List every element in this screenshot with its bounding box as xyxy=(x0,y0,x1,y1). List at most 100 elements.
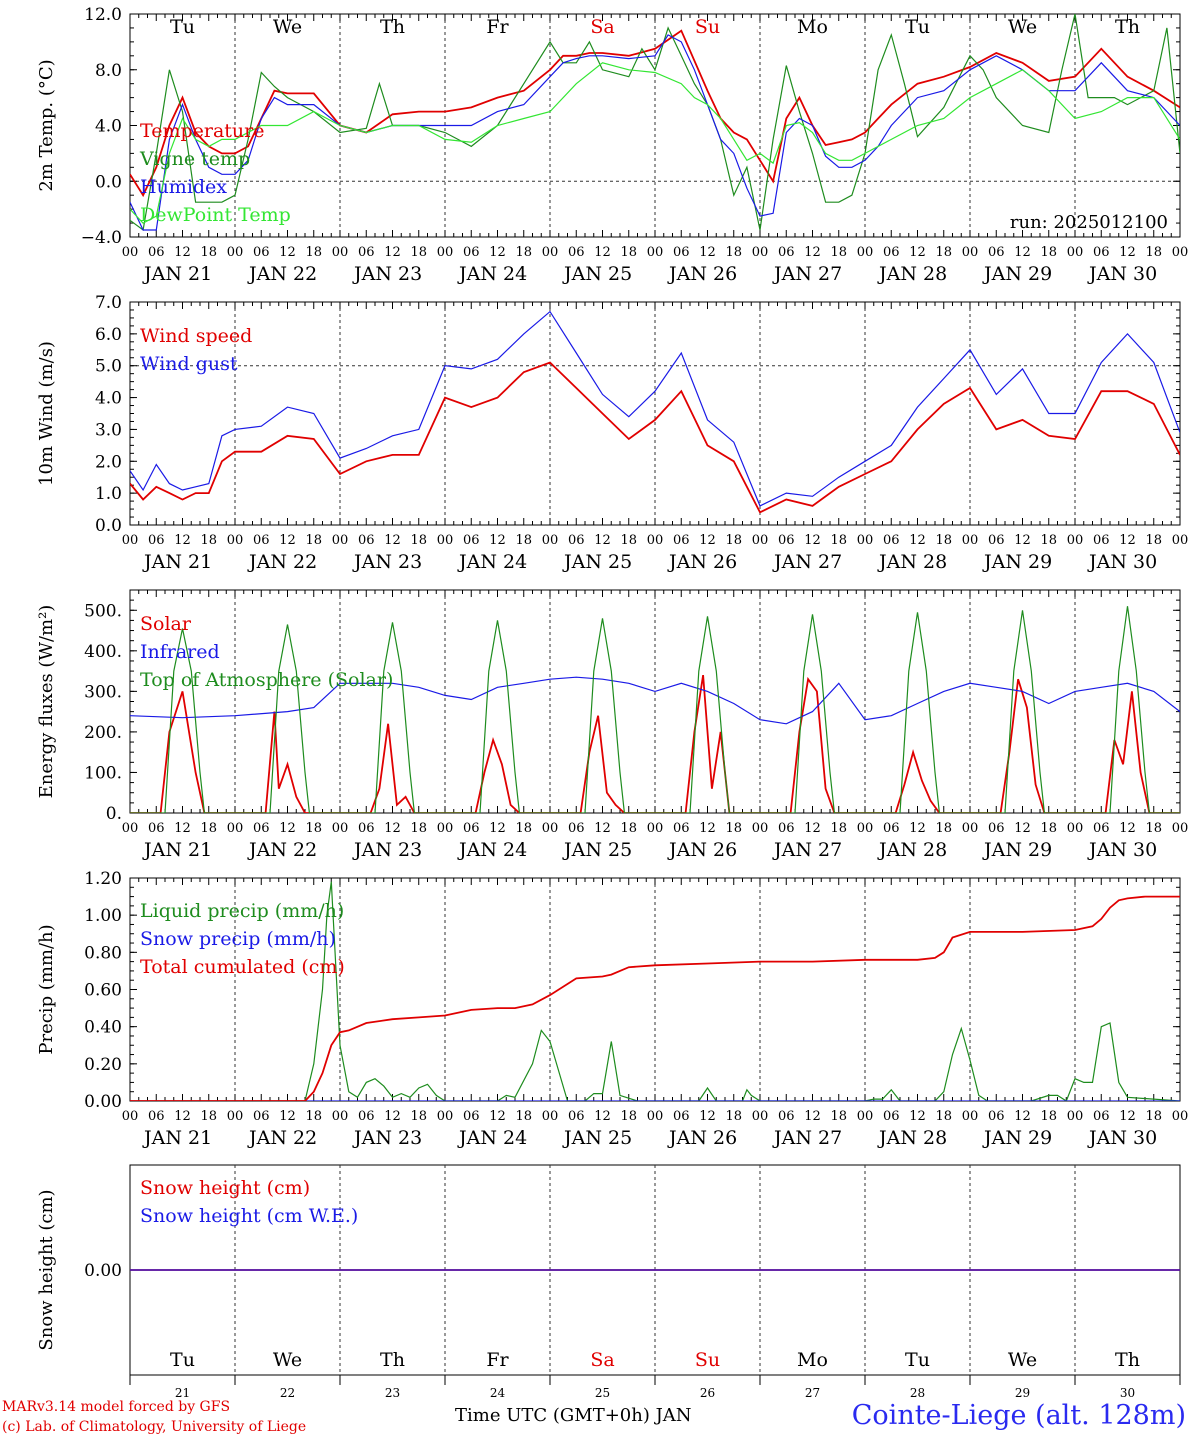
y-axis-label: 10m Wind (m/s) xyxy=(36,341,57,486)
hour-tick-label: 06 xyxy=(673,533,690,548)
hour-tick-label: 06 xyxy=(778,821,795,836)
hour-tick-label: 06 xyxy=(463,1109,480,1124)
hour-tick-label: 12 xyxy=(909,533,926,548)
hour-tick-label: 06 xyxy=(1093,245,1110,260)
hour-tick-label: 00 xyxy=(1067,245,1084,260)
date-label: JAN 25 xyxy=(562,263,632,285)
hour-tick-label: 06 xyxy=(673,245,690,260)
hour-tick-label: 00 xyxy=(857,1109,874,1124)
y-axis-label: Snow height (cm) xyxy=(36,1189,57,1350)
hour-tick-label: 18 xyxy=(1145,533,1162,548)
hour-tick-label: 00 xyxy=(542,245,559,260)
panel-2: 0.0 1.0 2.0 3.0 4.0 5.0 6.0 7.0 10m Wind (m/s) Wi… xyxy=(36,293,1188,573)
hour-tick-label: 18 xyxy=(620,245,637,260)
credit-lab: (c) Lab. of Climatology, University of L… xyxy=(2,1419,307,1435)
hour-tick-label: 18 xyxy=(935,821,952,836)
day-number-label: 21 xyxy=(175,1386,190,1400)
day-number-label: 26 xyxy=(700,1386,715,1400)
hour-tick-label: 00 xyxy=(437,1109,454,1124)
hour-tick-label: 12 xyxy=(174,245,191,260)
hour-tick-label: 06 xyxy=(253,821,270,836)
hour-tick-label: 18 xyxy=(305,1109,322,1124)
day-number-label: 27 xyxy=(805,1386,820,1400)
y-tick-label: 0.0 xyxy=(95,516,122,536)
plot-frame xyxy=(129,301,1181,526)
weekday-label: Tu xyxy=(170,16,195,38)
hour-tick-label: 06 xyxy=(463,821,480,836)
y-tick-label: 1.00 xyxy=(84,906,122,926)
y-tick-label: 0.00 xyxy=(84,1092,122,1112)
hour-tick-label: 06 xyxy=(253,1109,270,1124)
x-axis-caption: Time UTC (GMT+0h) JAN xyxy=(455,1405,692,1426)
y-axis-label: 2m Temp. (°C) xyxy=(36,59,57,191)
hour-tick-label: 06 xyxy=(358,533,375,548)
weekday-label: Tu xyxy=(905,1349,930,1371)
legend-entry: Liquid precip (mm/h) xyxy=(140,900,344,922)
hour-tick-label: 06 xyxy=(358,1109,375,1124)
hour-tick-label: 18 xyxy=(725,1109,742,1124)
hour-tick-label: 06 xyxy=(568,533,585,548)
legend-entry: Top of Atmosphere (Solar) xyxy=(140,669,393,691)
y-tick-label: 0.00 xyxy=(84,1261,122,1281)
y-tick-label: 100. xyxy=(84,763,122,783)
hour-tick-label: 18 xyxy=(1040,245,1057,260)
hour-tick-label: 12 xyxy=(909,245,926,260)
panel-4: 0.00 0.20 0.40 0.60 0.80 1.00 1.20 Precip (mm/h… xyxy=(36,869,1188,1149)
day-number-label: 24 xyxy=(490,1386,506,1400)
hour-tick-label: 12 xyxy=(909,821,926,836)
hour-tick-label: 12 xyxy=(279,245,296,260)
date-label: JAN 28 xyxy=(877,1127,947,1149)
hour-tick-label: 00 xyxy=(542,1109,559,1124)
hour-tick-label: 06 xyxy=(988,533,1005,548)
hour-tick-label: 18 xyxy=(935,1109,952,1124)
date-label: JAN 29 xyxy=(982,551,1052,573)
hour-tick-label: 18 xyxy=(620,1109,637,1124)
legend-entry: Wind speed xyxy=(140,325,252,347)
y-tick-label: 8.0 xyxy=(95,61,122,81)
y-tick-label: 7.0 xyxy=(95,293,122,313)
hour-tick-label: 00 xyxy=(437,245,454,260)
series-line-1-2 xyxy=(130,14,1180,232)
y-tick-label: 2.0 xyxy=(95,452,122,472)
date-label: JAN 27 xyxy=(772,551,842,573)
hour-tick-label: 06 xyxy=(988,821,1005,836)
hour-tick-label: 06 xyxy=(253,245,270,260)
weekday-label: Fr xyxy=(486,1349,509,1371)
hour-tick-label: 18 xyxy=(200,821,217,836)
y-tick-label: 3.0 xyxy=(95,420,122,440)
date-label: JAN 26 xyxy=(667,263,737,285)
y-axis-label: Energy fluxes (W/m²) xyxy=(36,605,57,799)
weekday-label: We xyxy=(273,1349,302,1371)
hour-tick-label: 18 xyxy=(410,245,427,260)
hour-tick-label: 06 xyxy=(463,245,480,260)
hour-tick-label: 12 xyxy=(489,533,506,548)
hour-tick-label: 18 xyxy=(620,821,637,836)
hour-tick-label: 06 xyxy=(673,821,690,836)
y-axis-label: Precip (mm/h) xyxy=(36,924,57,1054)
date-label: JAN 24 xyxy=(457,1127,527,1149)
weekday-label: Mo xyxy=(797,16,828,38)
date-label: JAN 24 xyxy=(457,839,527,861)
series-line-1-1 xyxy=(130,29,1180,198)
hour-tick-label: 06 xyxy=(568,245,585,260)
hour-tick-label: 12 xyxy=(699,533,716,548)
hour-tick-label: 12 xyxy=(1014,821,1031,836)
hour-tick-label: 00 xyxy=(227,821,244,836)
hour-tick-label: 00 xyxy=(1067,1109,1084,1124)
hour-tick-label: 00 xyxy=(227,245,244,260)
hour-tick-label: 00 xyxy=(647,821,664,836)
hour-tick-label: 06 xyxy=(778,245,795,260)
legend-entry: Solar xyxy=(140,613,192,635)
hour-tick-label: 12 xyxy=(699,245,716,260)
date-label: JAN 21 xyxy=(142,1127,212,1149)
y-tick-label: 0.40 xyxy=(84,1018,122,1038)
legend-entry: Temperature xyxy=(140,120,264,142)
hour-tick-label: 06 xyxy=(1093,821,1110,836)
legend-entry: Humidex xyxy=(140,176,227,198)
hour-tick-label: 18 xyxy=(515,1109,532,1124)
hour-tick-label: 18 xyxy=(200,245,217,260)
date-label: JAN 27 xyxy=(772,263,842,285)
hour-tick-label: 12 xyxy=(1014,1109,1031,1124)
hour-tick-label: 00 xyxy=(227,1109,244,1124)
date-label: JAN 25 xyxy=(562,839,632,861)
